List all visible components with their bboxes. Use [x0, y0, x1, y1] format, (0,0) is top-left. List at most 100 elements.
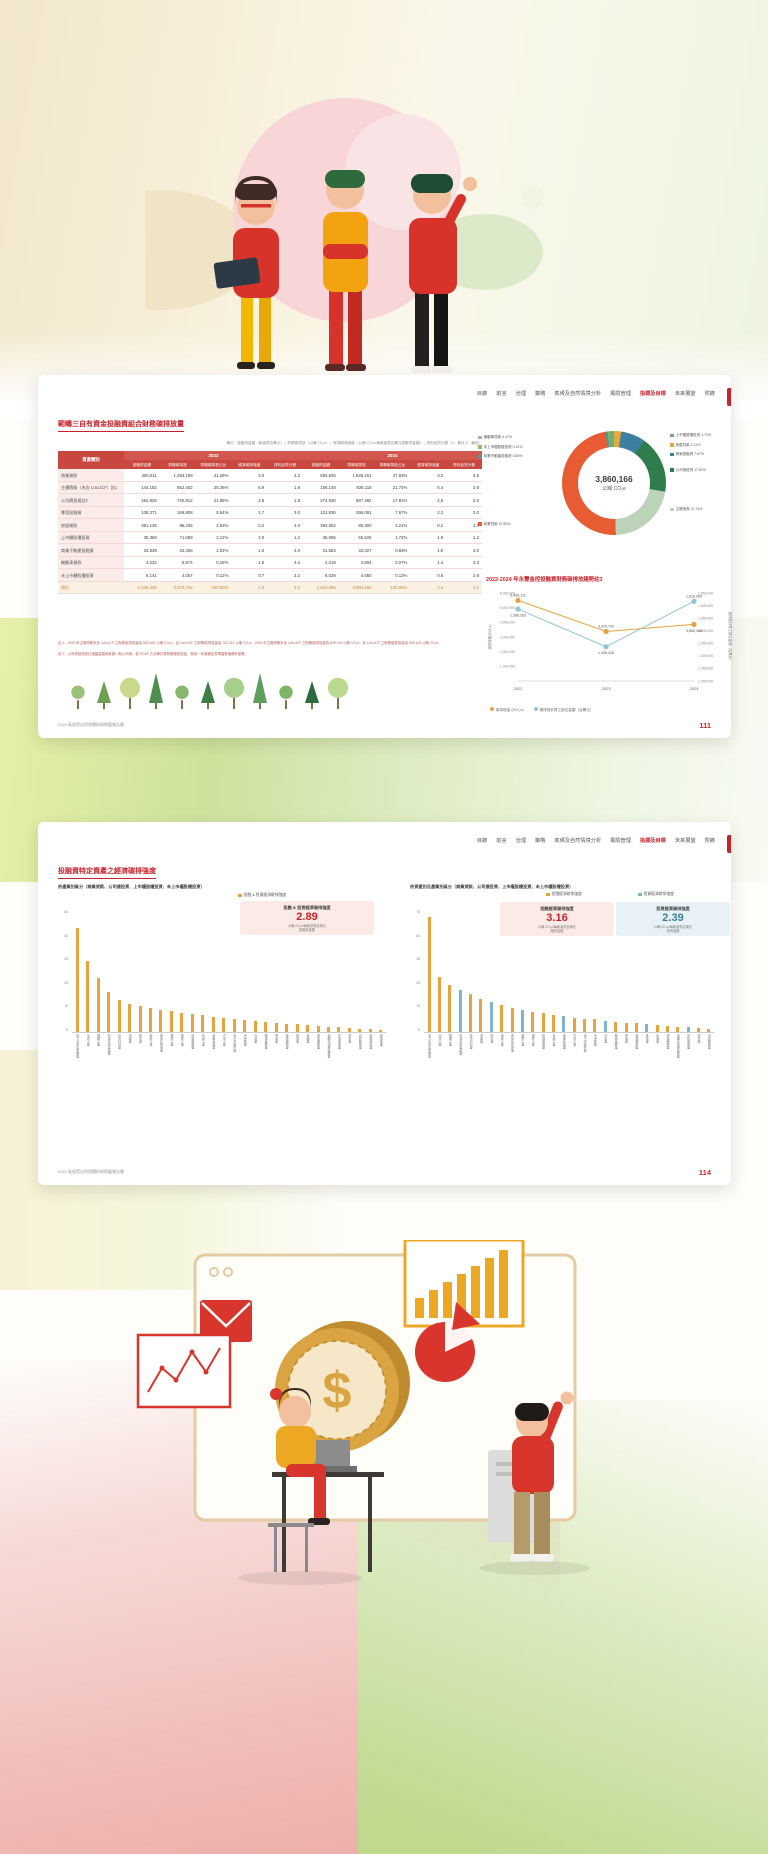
- bar: [458, 989, 462, 1032]
- bar-slot: 其他產業: [376, 914, 386, 1046]
- donut-legend-item: 上市櫃股權投資 1.72%: [670, 433, 732, 438]
- nav-item-2[interactable]: 前言: [496, 391, 507, 397]
- person-middle: [323, 170, 368, 371]
- report-nav: 目錄 前言 治理 策略 氣候及自然情境分析 風險管理 指標及目標 未來展望 附錄: [477, 390, 715, 397]
- bar-label: 批發業: [295, 1033, 300, 1043]
- bar-slot: 金屬製品業: [559, 914, 569, 1049]
- bar: [316, 1025, 320, 1032]
- svg-text:1,436,426: 1,436,426: [598, 651, 614, 655]
- legend-item: 碳排放計算之部位金額（百萬元）: [533, 707, 593, 713]
- bar-label: 運輸輔助業: [285, 1033, 290, 1049]
- bar-slot: 塑膠工業: [517, 914, 527, 1046]
- legend-swatch: [546, 892, 550, 897]
- right-chart-legend-1: 投融經濟碳排強度: [546, 892, 582, 897]
- bar: [665, 1025, 669, 1032]
- bar: [593, 1019, 597, 1032]
- bar-label: 生技醫療業: [686, 1033, 691, 1049]
- bar-slot: 資訊服務業: [355, 914, 365, 1049]
- bar: [624, 1022, 628, 1032]
- bar-label: 半導體業: [243, 1033, 248, 1046]
- nav-item-7[interactable]: 指標及目標: [639, 391, 666, 397]
- right-chart-legend-2: 投資經濟碳排強度: [638, 892, 674, 897]
- emissions-table: 資產類別 2023 2024 投融資金額 財務碳排放 財務碳排放占比 經濟碳排強度 資料品質分…: [58, 451, 482, 595]
- y-tick: 30: [64, 957, 68, 962]
- section-tab-marker: [727, 835, 731, 853]
- legend-swatch: [238, 893, 242, 898]
- bar-slot: 紡織纖維業: [187, 914, 197, 1049]
- bar-label: 光電業: [603, 1033, 608, 1043]
- nav-item-3[interactable]: 治理: [515, 391, 527, 397]
- donut-legend-item: 商業貸款 47.83%: [478, 522, 510, 527]
- y-tick: 45: [416, 957, 420, 962]
- nav-item-5[interactable]: 氣候及自然情境分析: [554, 391, 602, 397]
- bar-label: 機械設備業: [264, 1033, 269, 1049]
- legend-swatch: [638, 892, 642, 897]
- page-title: 範疇三自有資金投融資組合財務碳排放量: [58, 419, 184, 432]
- bar: [438, 976, 442, 1032]
- person-standing: [510, 1391, 574, 1562]
- svg-text:6,000,000: 6,000,000: [500, 591, 515, 595]
- bar: [107, 991, 111, 1032]
- right-chart-y-axis: 75 60 45 30 15 0: [404, 910, 420, 1032]
- bar: [551, 1014, 555, 1032]
- bar-slot: 化學材料業: [114, 914, 124, 1049]
- y-tick: 0: [418, 1028, 420, 1032]
- bar-label: 其他產業: [379, 1033, 384, 1046]
- bar-slot: 半導體業: [240, 914, 250, 1046]
- y-tick: 10: [64, 1004, 68, 1009]
- bar-slot: 橡膠工業: [177, 914, 187, 1046]
- nav-item-7[interactable]: 指標及目標: [639, 838, 666, 844]
- nav-item-6[interactable]: 風險管理: [610, 838, 631, 844]
- bar-slot: 生技醫療業: [334, 914, 344, 1049]
- nav-item-9[interactable]: 附錄: [704, 391, 715, 397]
- donut-legend-item: 公司債投資 17.81%: [670, 468, 732, 473]
- nav-item-1[interactable]: 目錄: [476, 838, 488, 844]
- nav-item-5[interactable]: 氣候及自然情境分析: [554, 838, 602, 844]
- bar-label: 電子零組件業: [583, 1033, 588, 1052]
- bar-slot: 倉儲業: [302, 914, 312, 1043]
- bar-label: 倉儲業: [655, 1033, 660, 1043]
- nav-item-9[interactable]: 附錄: [704, 838, 715, 844]
- nav-item-4[interactable]: 策略: [535, 838, 546, 844]
- person-right: [409, 174, 477, 373]
- bar-slot: 機械設備業: [610, 914, 620, 1049]
- svg-text:1,350,000: 1,350,000: [698, 667, 713, 671]
- y-tick: 30: [416, 980, 420, 985]
- svg-text:1,586,263: 1,586,263: [510, 614, 526, 618]
- svg-text:2024: 2024: [690, 686, 700, 691]
- nav-item-2[interactable]: 前言: [496, 838, 507, 844]
- bar-label: 電腦及週邊設備業: [326, 1033, 331, 1058]
- bar-label: 鋼鐵工業: [448, 1033, 453, 1046]
- bar-label: 資訊服務業: [358, 1033, 363, 1049]
- bar-slot: 電腦及週邊設備業: [323, 914, 333, 1058]
- envelope-icon: [200, 1300, 252, 1342]
- nav-item-1[interactable]: 目錄: [476, 391, 488, 397]
- svg-text:1,000,000: 1,000,000: [500, 665, 515, 669]
- bar: [337, 1027, 341, 1032]
- bar-label: 通信網路業: [665, 1033, 670, 1049]
- bar-slot: 玻璃及陶瓷業: [507, 914, 517, 1052]
- bar-label: 機械設備業: [614, 1033, 619, 1049]
- bar-label: 造紙工業: [149, 1033, 154, 1046]
- left-chart-y-axis: 50 40 30 20 10 0: [52, 910, 68, 1032]
- bar: [469, 994, 473, 1032]
- bar-slot: 航空業: [135, 914, 145, 1043]
- footnote-2: 註 2：公司債投資部位涵蓋金融債券與一般公司債，依 PCAF 方法學計算財務碳排…: [58, 652, 249, 656]
- bar-slot: 紡織纖維業: [538, 914, 548, 1049]
- bar-slot: 批發業: [642, 914, 652, 1043]
- nav-item-3[interactable]: 治理: [515, 838, 527, 844]
- bar: [264, 1021, 268, 1032]
- bar-label: 水泥工業: [438, 1033, 443, 1046]
- unit-note: 單位：投融資金額（新臺幣百萬元）；財務碳排放（公噸 CO₂e）；經濟碳排強度（公…: [226, 441, 482, 445]
- bar-label: 運輸輔助業: [634, 1033, 639, 1049]
- bar-slot: 倉儲業: [652, 914, 662, 1043]
- svg-text:2,000,000: 2,000,000: [500, 650, 515, 654]
- nav-item-4[interactable]: 策略: [535, 391, 546, 397]
- nav-item-6[interactable]: 風險管理: [610, 391, 631, 397]
- nav-item-8[interactable]: 未來展望: [674, 838, 696, 844]
- bar-label: 食品工業: [551, 1033, 556, 1046]
- bar-label: 生技醫療業: [337, 1033, 342, 1049]
- nav-item-8[interactable]: 未來展望: [674, 391, 696, 397]
- bar-label: 金屬製品業: [562, 1033, 567, 1049]
